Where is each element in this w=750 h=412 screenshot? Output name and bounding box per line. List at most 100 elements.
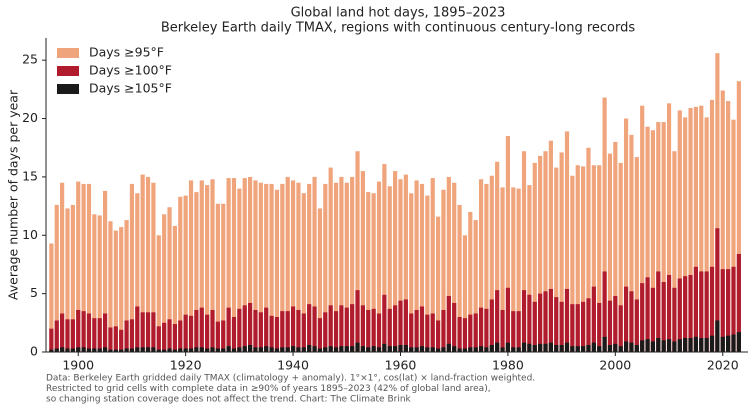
bar	[129, 183, 135, 352]
bar	[715, 228, 720, 352]
bar	[215, 348, 220, 352]
bar	[242, 178, 247, 352]
bar	[484, 347, 489, 352]
bar	[274, 316, 280, 352]
bar	[285, 176, 290, 352]
bar	[500, 309, 505, 352]
bar	[731, 266, 736, 352]
legend-label: Days ≥105°F	[89, 81, 172, 96]
bar	[409, 193, 414, 352]
bar	[162, 214, 167, 352]
bar	[726, 335, 731, 352]
bar	[135, 347, 140, 352]
bar	[113, 230, 118, 352]
bar	[602, 97, 607, 352]
bar	[521, 290, 527, 352]
bar	[462, 318, 468, 352]
bar	[258, 347, 263, 352]
bar	[113, 326, 118, 352]
bar	[360, 305, 365, 352]
bar	[264, 183, 269, 352]
bar	[178, 348, 183, 352]
bar	[119, 227, 124, 352]
bar	[650, 130, 656, 352]
bar	[726, 269, 731, 352]
bar	[666, 274, 672, 352]
bar	[591, 342, 596, 352]
bar	[441, 189, 446, 352]
bar	[366, 347, 371, 352]
bar	[564, 342, 570, 352]
bar	[248, 176, 253, 352]
bar	[693, 336, 698, 352]
bar	[382, 164, 387, 352]
bar	[355, 151, 360, 352]
bar	[296, 182, 301, 352]
bar	[548, 140, 553, 352]
bar	[178, 196, 183, 352]
bar	[205, 185, 210, 352]
bar	[92, 318, 97, 352]
bar	[188, 348, 194, 352]
bar	[102, 190, 108, 352]
bar	[538, 343, 543, 352]
bar	[301, 193, 306, 352]
bar	[172, 225, 178, 352]
bar	[317, 318, 323, 352]
bar	[317, 208, 323, 352]
bar	[720, 336, 725, 352]
bar	[178, 320, 183, 352]
bar	[221, 348, 226, 352]
bar	[140, 174, 145, 352]
bar	[183, 348, 188, 352]
bar	[527, 185, 532, 352]
bar	[709, 266, 715, 352]
bar	[355, 342, 360, 352]
bar	[666, 339, 672, 352]
bar	[618, 346, 623, 352]
bar	[489, 344, 494, 352]
bar	[462, 235, 468, 352]
bar	[591, 165, 596, 352]
bar	[672, 341, 677, 352]
x-tick-label: 2000	[599, 358, 631, 373]
bar	[704, 337, 709, 352]
bar	[484, 183, 489, 352]
bar	[527, 343, 532, 352]
bar	[156, 349, 161, 352]
bar	[269, 347, 274, 352]
bar	[511, 187, 516, 352]
bar	[634, 299, 639, 352]
bar	[430, 178, 435, 352]
bar	[258, 182, 263, 352]
bar	[548, 288, 553, 352]
footnote: Restricted to grid cells with complete d…	[46, 384, 491, 394]
bar	[500, 347, 505, 352]
bar	[575, 165, 580, 352]
bar	[210, 309, 215, 352]
bar	[462, 348, 468, 352]
bar	[76, 347, 81, 352]
bar	[108, 349, 113, 352]
bar	[688, 108, 693, 353]
bar	[81, 311, 86, 352]
bar	[65, 208, 70, 352]
bar	[350, 346, 355, 352]
bar	[183, 195, 188, 352]
footnote: so changing station coverage does not af…	[46, 395, 412, 405]
bar	[645, 339, 650, 352]
bar	[237, 347, 242, 352]
bar	[81, 347, 86, 352]
bar	[688, 337, 693, 352]
bar	[312, 176, 317, 352]
bar	[253, 180, 258, 352]
bar	[548, 342, 553, 352]
bar	[323, 183, 328, 352]
bar	[248, 302, 253, 352]
bar	[489, 175, 494, 352]
bar	[736, 253, 741, 352]
bar	[403, 344, 408, 352]
bar	[344, 182, 349, 352]
bar	[124, 348, 129, 352]
bar	[419, 346, 425, 352]
